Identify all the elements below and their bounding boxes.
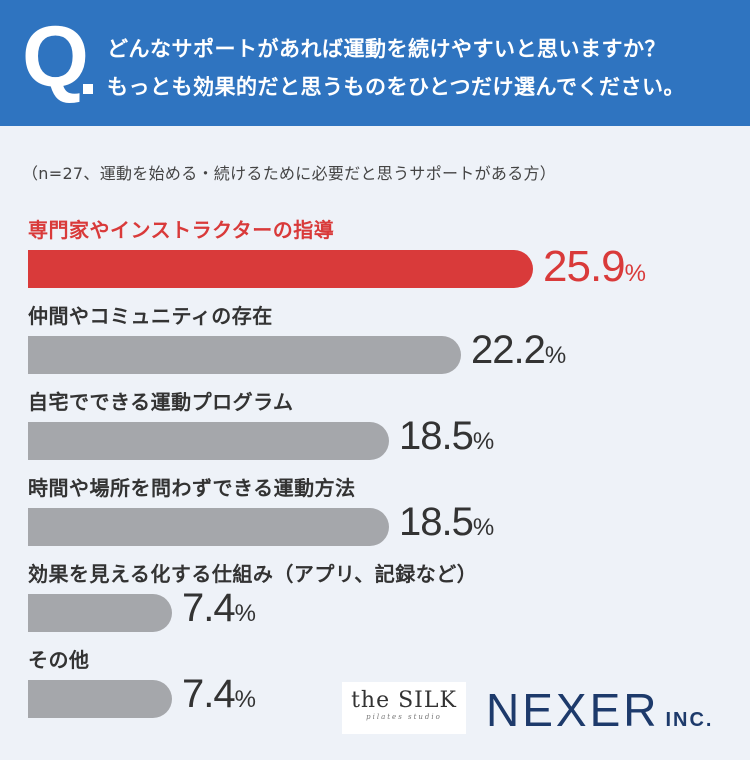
value-unit: %: [624, 260, 646, 287]
bar: [28, 594, 172, 632]
question-line-2: もっとも効果的だと思うものをひとつだけ選んでください。: [107, 75, 685, 99]
category-label: 自宅でできる運動プログラム: [28, 390, 294, 414]
bar: [28, 336, 461, 374]
value-label: 18.5%: [399, 500, 494, 545]
the-silk-logo: the SILK pilates studio: [342, 682, 466, 734]
value-number: 18.5: [399, 414, 474, 458]
value-number: 7.4: [182, 672, 236, 716]
bar: [28, 250, 533, 288]
bar: [28, 680, 172, 718]
q-dot: [83, 84, 93, 94]
question-header: Q どんなサポートがあれば運動を続けやすいと思いますか？ もっとも効果的だと思う…: [0, 0, 750, 126]
q-mark: Q: [22, 9, 89, 105]
value-unit: %: [234, 686, 256, 713]
value-unit: %: [472, 428, 494, 455]
value-label: 25.9%: [543, 242, 646, 292]
value-label: 7.4%: [182, 586, 256, 631]
question-line-1: どんなサポートがあれば運動を続けやすいと思いますか？: [107, 37, 666, 61]
value-number: 18.5: [399, 500, 474, 544]
bar: [28, 422, 389, 460]
nexer-logo-inc: INC.: [665, 709, 714, 731]
category-label: 効果を見える化する仕組み（アプリ、記録など）: [28, 562, 478, 586]
value-label: 18.5%: [399, 414, 494, 459]
value-unit: %: [472, 514, 494, 541]
value-number: 25.9: [543, 242, 626, 291]
nexer-logo: NEXER INC.: [486, 683, 713, 737]
value-label: 7.4%: [182, 672, 256, 717]
category-label: 仲間やコミュニティの存在: [28, 304, 273, 328]
category-label: その他: [28, 648, 90, 672]
value-unit: %: [544, 342, 566, 369]
value-label: 22.2%: [471, 328, 566, 373]
category-label: 専門家やインストラクターの指導: [28, 218, 335, 242]
the-silk-logo-text: the SILK: [351, 688, 457, 713]
nexer-logo-text: NEXER: [486, 684, 660, 736]
sample-note: （n=27、運動を始める・続けるために必要だと思うサポートがある方）: [22, 164, 557, 183]
value-number: 22.2: [471, 328, 546, 372]
value-unit: %: [234, 600, 256, 627]
the-silk-logo-subtext: pilates studio: [366, 713, 442, 721]
bar: [28, 508, 389, 546]
value-number: 7.4: [182, 586, 236, 630]
category-label: 時間や場所を問わずできる運動方法: [28, 476, 356, 500]
